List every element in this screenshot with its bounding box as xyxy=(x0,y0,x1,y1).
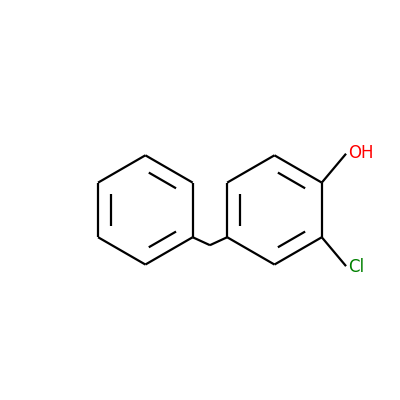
Text: Cl: Cl xyxy=(348,258,364,276)
Text: OH: OH xyxy=(348,144,374,162)
